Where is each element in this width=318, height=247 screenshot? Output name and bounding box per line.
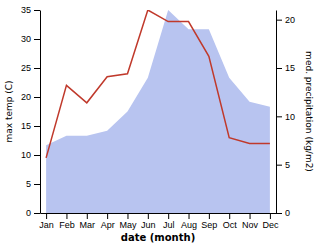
x-tick-mark [209, 213, 210, 219]
x-tick-mark [229, 213, 230, 219]
x-tick-label: Oct [223, 220, 238, 230]
x-tick-label: Jun [141, 220, 156, 230]
y2-tick: 5 [276, 160, 290, 170]
y-tick-label: 25 [21, 63, 31, 73]
x-tick-label: Aug [181, 220, 197, 230]
y-tick: 10 [21, 150, 40, 160]
x-tick: Oct [223, 213, 238, 230]
x-axis: Jan Feb Mar Apr May Jun Jul Aug Sep Oct NovDec [39, 213, 279, 230]
y-tick-mark [34, 126, 40, 127]
plot-area: Jan Feb Mar Apr May Jun Jul Aug Sep Oct NovDec 0 5 10… [4, 5, 314, 243]
x-tick: Mar [80, 213, 96, 230]
y-tick: 20 [21, 92, 40, 102]
y-tick-mark [34, 10, 40, 11]
y-tick-mark [34, 155, 40, 156]
y2-tick-label: 20 [285, 15, 295, 25]
x-tick-mark [189, 213, 190, 219]
y-axis-line [40, 11, 41, 214]
y2-tick: 10 [276, 112, 295, 122]
x-tick-label: Feb [59, 220, 75, 230]
y-tick-mark [34, 39, 40, 40]
x-tick-label: Mar [80, 220, 96, 230]
marks [46, 10, 270, 213]
y-tick: 0 [26, 208, 40, 218]
y2-axis-title: med. precipitation (kg/m2) [304, 51, 314, 172]
y2-tick-mark [276, 116, 282, 117]
x-axis-line [41, 213, 277, 214]
y-tick-mark [34, 184, 40, 185]
y-tick: 35 [21, 5, 40, 15]
x-tick-label: Jan [39, 220, 54, 230]
y-tick-label: 20 [21, 92, 31, 102]
y-tick: 30 [21, 34, 40, 44]
x-tick-mark [87, 213, 88, 219]
y-tick-label: 30 [21, 34, 31, 44]
x-tick-label: Dec [262, 220, 279, 230]
x-tick: Sep [201, 213, 217, 230]
y-tick-label: 15 [21, 121, 31, 131]
y-axis: 0 5 10 15 20 25 30 35 [21, 5, 41, 218]
x-tick-label: Jul [163, 220, 175, 230]
y-tick-label: 35 [21, 5, 31, 15]
x-tick-label: Apr [101, 220, 115, 230]
y2-tick-mark [276, 20, 282, 21]
y2-axis: 0 5 10 15 20 [276, 11, 295, 219]
x-tick: Apr [101, 213, 115, 230]
x-tick-label: May [119, 220, 137, 230]
x-tick: Jan [39, 213, 54, 230]
x-tick: Dec [262, 213, 279, 230]
x-axis-title: date (month) [121, 232, 195, 243]
y2-axis-line [276, 11, 277, 214]
x-tick-mark [66, 213, 67, 219]
x-tick-mark [250, 213, 251, 219]
x-tick-label: Nov [242, 220, 259, 230]
y2-tick: 15 [276, 63, 295, 73]
y-tick-mark [34, 97, 40, 98]
y2-tick: 20 [276, 15, 295, 25]
x-tick: Jun [141, 213, 156, 230]
y2-tick-label: 0 [285, 208, 290, 218]
y2-tick-mark [276, 213, 282, 214]
y-tick: 5 [26, 179, 40, 189]
y-axis-title: max temp (C) [4, 80, 14, 142]
y-tick: 25 [21, 63, 40, 73]
x-tick-mark [107, 213, 108, 219]
x-tick: May [119, 213, 137, 230]
y2-tick-label: 5 [285, 160, 290, 170]
y-tick-mark [34, 213, 40, 214]
x-tick-mark [127, 213, 128, 219]
y-tick-mark [34, 68, 40, 69]
x-tick-mark [270, 213, 271, 219]
y-tick-label: 10 [21, 150, 31, 160]
y2-tick-mark [276, 165, 282, 166]
x-tick: Nov [242, 213, 259, 230]
line-series [46, 10, 270, 158]
y2-tick-mark [276, 68, 282, 69]
y-tick: 15 [21, 121, 40, 131]
x-tick-mark [168, 213, 169, 219]
chart: Jan Feb Mar Apr May Jun Jul Aug Sep Oct NovDec 0 5 10… [0, 0, 318, 247]
y-tick-label: 5 [26, 179, 31, 189]
x-tick: Aug [181, 213, 197, 230]
y2-tick: 0 [276, 208, 290, 218]
x-tick-mark [46, 213, 47, 219]
y-tick-label: 0 [26, 208, 31, 218]
x-tick: Feb [59, 213, 75, 230]
y2-tick-label: 15 [285, 63, 295, 73]
y2-tick-label: 10 [285, 112, 295, 122]
x-tick-label: Sep [201, 220, 217, 230]
area-series [46, 10, 270, 213]
x-tick-mark [148, 213, 149, 219]
x-tick: Jul [163, 213, 175, 230]
